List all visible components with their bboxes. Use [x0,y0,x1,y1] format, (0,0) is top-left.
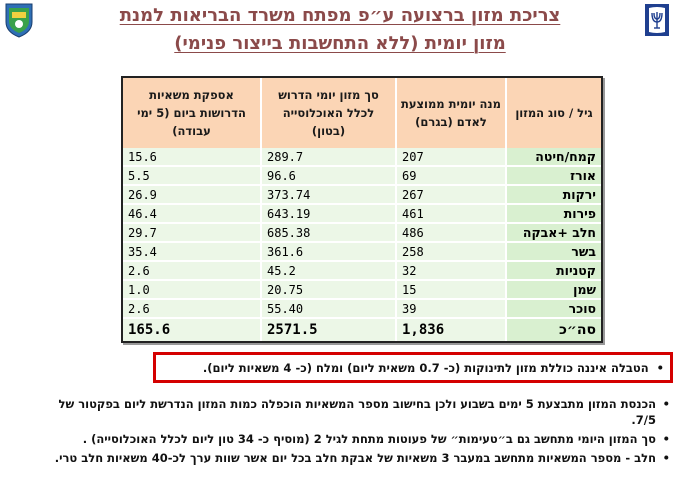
row-daily-portion: 39 [395,299,506,319]
bullet-marker: • [656,360,664,375]
row-daily-total: 361.6 [260,242,396,262]
note-text: חלב - מספר המשאיות מתחשב במעבר 3 משאיות … [54,451,656,465]
row-category: פירות [505,204,601,224]
highlighted-note: • הטבלה איננה כוללת מזון לתינוקות (כ- 0.… [153,352,673,383]
total-trucks: 165.6 [123,318,261,341]
table-row: קמח/חיטה 207 289.7 15.6 [123,148,601,167]
list-item: • סך המזון היומי מתחשב גם ב״טעימות״ של פ… [30,431,670,447]
row-trucks: 2.6 [123,261,261,281]
row-daily-portion: 32 [395,261,506,281]
table-total-row: סה״כ 1,836 2571.5 165.6 [123,318,601,341]
row-trucks: 1.0 [123,280,261,300]
table-row: שמן 15 20.75 1.0 [123,280,601,300]
row-daily-portion: 15 [395,280,506,300]
row-category: חלב +אבקה [505,223,601,243]
food-consumption-table: גיל / סוג המזון מנה יומית ממוצעת לאדם (ב… [121,76,603,343]
row-daily-total: 373.74 [260,185,396,205]
row-daily-total: 20.75 [260,280,396,300]
column-header-trucks: אספקת משאיות הדרושות ביום (5 ימי עבודה) [123,78,261,148]
column-header-category: גיל / סוג המזון [505,78,601,148]
row-daily-portion: 461 [395,204,506,224]
table-row: קטניות 32 45.2 2.6 [123,261,601,281]
table-row: אורז 69 96.6 5.5 [123,166,601,186]
row-category: שמן [505,280,601,300]
row-daily-portion: 486 [395,223,506,243]
row-category: סוכר [505,299,601,319]
note-text: הכנסת המזון מתבצעת 5 ימים בשבוע ולכן בחי… [58,397,656,427]
row-daily-total: 643.19 [260,204,396,224]
row-category: בשר [505,242,601,262]
row-trucks: 5.5 [123,166,261,186]
row-category: אורז [505,166,601,186]
column-header-daily-total: סך מזון יומי הדרוש לכלל האוכלוסייה (בטון… [260,78,396,148]
total-daily-total: 2571.5 [260,318,396,341]
total-daily-portion: 1,836 [395,318,506,341]
row-trucks: 29.7 [123,223,261,243]
row-daily-total: 45.2 [260,261,396,281]
row-daily-total: 55.40 [260,299,396,319]
list-item: • הכנסת המזון מתבצעת 5 ימים בשבוע ולכן ב… [30,396,670,428]
table-row: חלב +אבקה 486 685.38 29.7 [123,223,601,243]
bullet-marker: • [662,451,670,465]
row-daily-total: 289.7 [260,148,396,167]
row-daily-portion: 69 [395,166,506,186]
row-daily-portion: 267 [395,185,506,205]
page-title: צריכת מזון ברצועה ע״פ מפתח משרד הבריאות … [119,5,561,26]
row-daily-portion: 207 [395,148,506,167]
row-daily-total: 96.6 [260,166,396,186]
note-text: סך המזון היומי מתחשב גם ב״טעימות״ של פעו… [82,432,656,446]
column-header-daily-portion: מנה יומית ממוצעת לאדם (בגרם) [395,78,506,148]
row-category: ירקות [505,185,601,205]
table-row: ירקות 267 373.74 26.9 [123,185,601,205]
table-row: סוכר 39 55.40 2.6 [123,299,601,319]
bullet-marker: • [662,397,670,411]
row-category: קמח/חיטה [505,148,601,167]
page-subtitle: מזון יומית (ללא התחשבות בייצור פנימי) [174,33,506,54]
row-trucks: 46.4 [123,204,261,224]
table-row: בשר 258 361.6 35.4 [123,242,601,262]
row-daily-portion: 258 [395,242,506,262]
row-trucks: 26.9 [123,185,261,205]
row-category: קטניות [505,261,601,281]
table-row: פירות 461 643.19 46.4 [123,204,601,224]
row-trucks: 2.6 [123,299,261,319]
notes-list: • הכנסת המזון מתבצעת 5 ימים בשבוע ולכן ב… [30,396,670,469]
highlighted-note-text: הטבלה איננה כוללת מזון לתינוקות (כ- 0.7 … [202,360,649,375]
row-daily-total: 685.38 [260,223,396,243]
row-trucks: 15.6 [123,148,261,167]
regional-emblem-icon [4,2,34,38]
total-label: סה״כ [505,318,601,341]
row-trucks: 35.4 [123,242,261,262]
bullet-marker: • [662,432,670,446]
state-emblem-menorah-icon [642,2,672,38]
list-item: • חלב - מספר המשאיות מתחשב במעבר 3 משאיו… [30,450,670,466]
